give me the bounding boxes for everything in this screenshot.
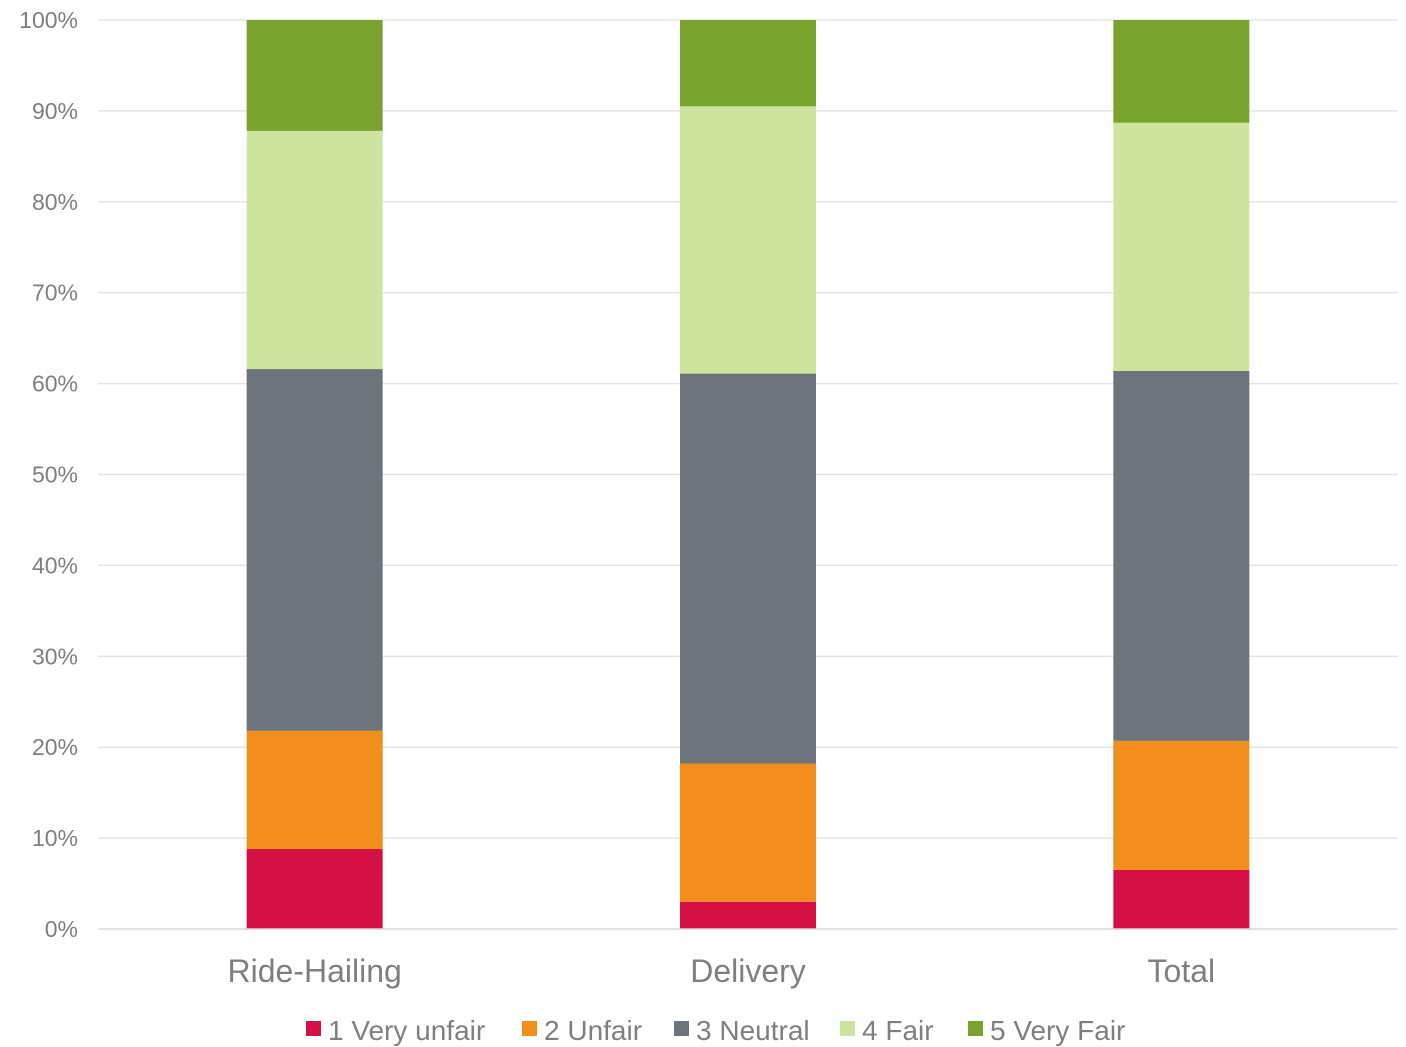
legend-item: 3 Neutral	[674, 1015, 810, 1046]
bar-segment	[246, 20, 383, 131]
legend-item: 4 Fair	[840, 1015, 934, 1046]
bar-stack-ride-hailing	[246, 20, 383, 929]
y-axis-tick-labels: 0% 10% 20% 30% 40% 50% 60% 70% 80% 90% 100%	[19, 7, 78, 942]
legend-swatch	[674, 1021, 689, 1036]
bar-segment	[680, 20, 816, 107]
bar-segment	[680, 763, 816, 902]
y-tick-label: 50%	[32, 462, 78, 488]
x-category-label: Total	[1148, 953, 1216, 989]
y-tick-label: 90%	[32, 98, 78, 124]
x-axis-category-labels: Ride-Hailing Delivery Total	[228, 953, 1216, 989]
legend-item: 5 Very Fair	[968, 1015, 1125, 1046]
y-tick-label: 20%	[32, 734, 78, 760]
bar-segment	[246, 730, 383, 850]
legend-label: 2 Unfair	[544, 1015, 642, 1046]
y-tick-label: 10%	[32, 825, 78, 851]
legend-label: 5 Very Fair	[990, 1015, 1125, 1046]
bar-segment	[246, 130, 383, 370]
y-tick-label: 60%	[32, 371, 78, 397]
legend: 1 Very unfair 2 Unfair 3 Neutral 4 Fair 5 Ve…	[306, 1015, 1125, 1046]
bars	[246, 20, 1250, 929]
legend-swatch	[306, 1021, 321, 1036]
legend-item: 1 Very unfair	[306, 1015, 485, 1046]
bar-segment	[680, 901, 816, 929]
bar-stack-delivery	[680, 20, 816, 929]
bar-segment	[246, 369, 383, 731]
y-tick-label: 70%	[32, 280, 78, 306]
y-tick-label: 80%	[32, 189, 78, 215]
bar-segment	[1113, 740, 1250, 870]
bar-segment	[680, 106, 816, 374]
bar-segment	[246, 849, 383, 929]
bar-segment	[680, 373, 816, 764]
legend-swatch	[522, 1021, 537, 1036]
legend-label: 1 Very unfair	[328, 1015, 485, 1046]
bar-segment	[1113, 869, 1250, 929]
legend-swatch	[840, 1021, 855, 1036]
legend-label: 3 Neutral	[696, 1015, 810, 1046]
y-tick-label: 30%	[32, 643, 78, 669]
legend-item: 2 Unfair	[522, 1015, 642, 1046]
x-category-label: Delivery	[690, 953, 806, 989]
y-tick-label: 40%	[32, 552, 78, 578]
bar-segment	[1113, 122, 1250, 371]
bar-stack-total	[1113, 20, 1250, 929]
y-tick-label: 100%	[19, 7, 78, 33]
legend-swatch	[968, 1021, 983, 1036]
y-tick-label: 0%	[45, 916, 78, 942]
bar-segment	[1113, 370, 1250, 741]
x-category-label: Ride-Hailing	[228, 953, 402, 989]
bar-segment	[1113, 20, 1250, 123]
legend-label: 4 Fair	[862, 1015, 934, 1046]
